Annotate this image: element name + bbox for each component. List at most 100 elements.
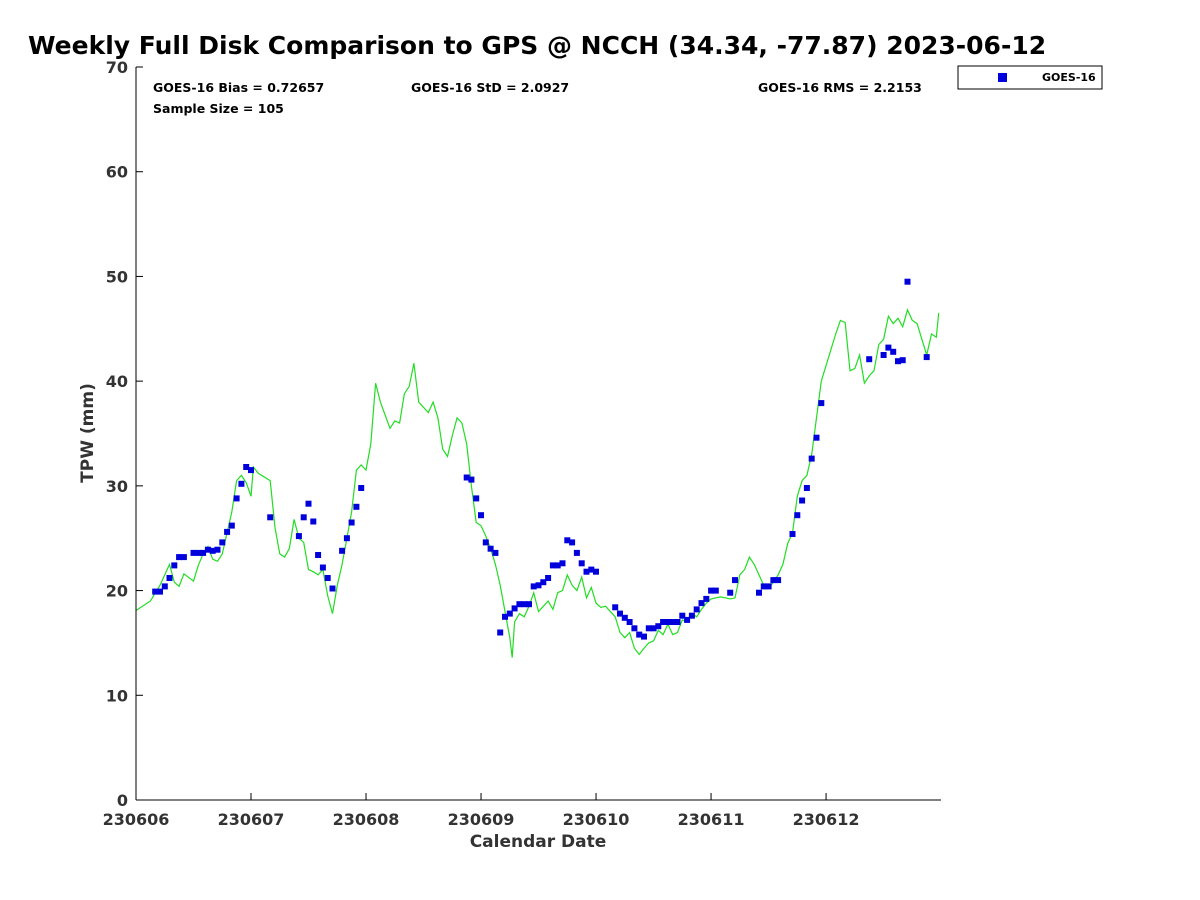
goes-point <box>693 606 700 613</box>
goes-point <box>200 549 207 556</box>
goes-point <box>228 522 235 529</box>
goes-point <box>300 514 307 521</box>
goes-point <box>315 552 322 558</box>
goes-point <box>530 583 537 590</box>
y-tick-label: 30 <box>106 477 128 496</box>
goes-point <box>923 354 930 361</box>
goes-point <box>463 474 470 481</box>
x-axis-label: Calendar Date <box>470 832 607 852</box>
goes-point <box>329 585 336 592</box>
goes-point <box>674 619 681 625</box>
goes-point <box>770 577 777 584</box>
chart-title: Weekly Full Disk Comparison to GPS @ NCC… <box>28 31 1046 60</box>
goes-point <box>180 554 187 561</box>
goes-point <box>799 497 806 504</box>
goes-point <box>760 583 767 590</box>
goes-point <box>502 613 508 620</box>
goes-point <box>219 539 226 546</box>
goes-point <box>497 629 504 636</box>
goes-point <box>526 601 532 608</box>
goes-point <box>209 547 216 554</box>
y-tick-label: 20 <box>106 582 128 601</box>
goes-point <box>554 562 561 569</box>
goes-point <box>248 467 254 474</box>
goes-point <box>348 519 355 526</box>
goes-point <box>166 575 173 581</box>
goes-point <box>679 612 686 619</box>
x-tick-label: 230607 <box>218 810 285 829</box>
goes-point <box>899 357 906 364</box>
goes-point <box>549 562 556 569</box>
goes-point <box>650 625 657 632</box>
y-tick-label: 0 <box>117 791 128 810</box>
x-tick-label: 230612 <box>793 810 860 829</box>
goes-point <box>516 601 523 608</box>
goes-point <box>487 545 494 552</box>
gps-series <box>135 308 940 658</box>
goes-point <box>195 549 202 556</box>
goes-point <box>157 588 163 595</box>
goes-series <box>152 278 930 640</box>
goes-point <box>243 464 250 470</box>
goes-point <box>813 434 820 441</box>
goes-point <box>631 625 638 632</box>
goes-point <box>593 568 599 575</box>
goes-point <box>305 500 312 507</box>
goes-point <box>545 575 552 581</box>
stat-rms: GOES-16 RMS = 2.2153 <box>758 80 922 95</box>
goes-point <box>214 546 221 553</box>
x-tick-label: 230608 <box>333 810 400 829</box>
goes-point <box>233 495 240 502</box>
y-tick-label: 50 <box>106 267 128 286</box>
goes-point <box>645 625 652 632</box>
goes-point <box>660 619 667 625</box>
goes-point <box>655 623 662 630</box>
goes-point <box>636 631 643 638</box>
goes-point <box>727 589 734 596</box>
goes-point <box>468 476 475 483</box>
y-tick-label: 60 <box>106 163 128 182</box>
goes-point <box>171 562 178 569</box>
x-tick-label: 230609 <box>448 810 515 829</box>
axes: 0 10 20 30 40 50 60 70 230606 230607 230608 230609 2… <box>103 58 941 829</box>
stat-std: GOES-16 StD = 2.0927 <box>411 80 569 95</box>
goes-point <box>621 614 628 621</box>
goes-point <box>482 539 489 546</box>
goes-point <box>664 619 671 625</box>
goes-point <box>732 577 738 584</box>
goes-point <box>890 348 897 355</box>
goes-point <box>353 503 360 510</box>
goes-point <box>688 612 695 619</box>
goes-point <box>866 356 873 363</box>
goes-point <box>540 579 547 586</box>
goes-point <box>339 547 346 554</box>
legend-box <box>957 65 1103 90</box>
goes-point <box>588 566 595 573</box>
goes-point <box>626 619 633 625</box>
goes-point <box>176 554 183 561</box>
goes-point <box>310 518 317 525</box>
stat-bias: GOES-16 Bias = 0.72657 <box>153 80 324 95</box>
gps-line <box>135 308 940 658</box>
y-axis-label: TPW (mm) <box>78 383 98 483</box>
goes-point <box>617 610 623 617</box>
goes-point <box>712 587 719 594</box>
y-tick-label: 40 <box>106 372 128 391</box>
plot-area <box>136 67 941 800</box>
goes-point <box>808 455 815 462</box>
goes-point <box>698 600 705 607</box>
legend: GOES-16 <box>957 65 1103 90</box>
goes-point <box>880 352 887 358</box>
goes-point <box>756 589 762 596</box>
goes-point <box>161 583 168 590</box>
x-tick-label: 230611 <box>678 810 745 829</box>
legend-label-goes: GOES-16 <box>1042 71 1096 84</box>
goes-point <box>224 528 231 535</box>
goes-point <box>564 537 571 544</box>
goes-point <box>152 588 159 595</box>
goes-point <box>684 616 691 623</box>
goes-point <box>578 560 585 567</box>
goes-point <box>506 610 513 617</box>
goes-point <box>204 546 211 553</box>
y-tick-label: 10 <box>106 686 128 705</box>
